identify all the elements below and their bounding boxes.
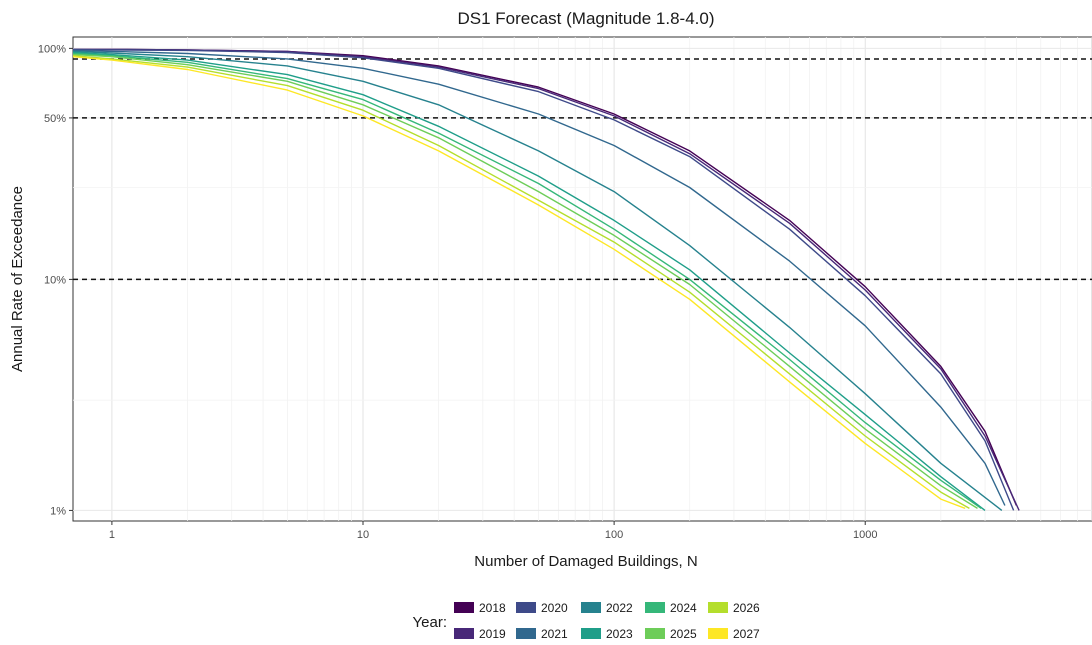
series-line-2027 (72, 56, 966, 510)
series-line-2026 (72, 55, 970, 510)
legend-label-2019: 2019 (479, 627, 506, 641)
legend-title: Year: (413, 614, 447, 631)
legend-label-2021: 2021 (541, 627, 568, 641)
y-tick-label: 50% (44, 113, 66, 125)
series-lines (72, 48, 1020, 511)
legend-label-2022: 2022 (606, 601, 633, 615)
legend-label-2027: 2027 (733, 627, 760, 641)
legend-swatch-2023 (581, 628, 601, 639)
series-line-2025 (72, 53, 978, 509)
series-line-2021 (72, 49, 1006, 506)
legend-swatch-2021 (516, 628, 536, 639)
legend-label-2025: 2025 (670, 627, 697, 641)
legend-label-2020: 2020 (541, 601, 568, 615)
series-line-2024 (72, 52, 982, 509)
legend-swatch-2020 (516, 602, 536, 613)
legend-swatch-2018 (454, 602, 474, 613)
x-axis-title: Number of Damaged Buildings, N (474, 553, 697, 570)
legend-label-2024: 2024 (670, 601, 697, 615)
y-axis-ticks: 1% 10% 50% 100% (38, 43, 73, 517)
legend-swatch-2022 (581, 602, 601, 613)
y-tick-label: 100% (38, 43, 66, 55)
legend-swatch-2019 (454, 628, 474, 639)
chart-title: DS1 Forecast (Magnitude 1.8-4.0) (457, 9, 714, 28)
x-tick-label: 10 (357, 529, 369, 541)
y-tick-label: 1% (50, 505, 66, 517)
series-line-2023 (72, 51, 986, 511)
x-tick-label: 1000 (853, 529, 877, 541)
x-tick-label: 100 (605, 529, 623, 541)
series-line-2020 (72, 48, 1015, 511)
legend-label-2018: 2018 (479, 601, 506, 615)
legend-swatch-2025 (645, 628, 665, 639)
y-axis-title: Annual Rate of Exceedance (9, 186, 26, 372)
legend-label-2026: 2026 (733, 601, 760, 615)
legend-swatch-2027 (708, 628, 728, 639)
x-axis-ticks: 1 10 100 1000 (109, 521, 877, 541)
x-tick-label: 1 (109, 529, 115, 541)
reference-lines (73, 58, 1092, 281)
legend-swatch-2026 (708, 602, 728, 613)
legend: Year: 2018 2019 2020 2021 2022 2023 2024 2025 20… (413, 601, 761, 641)
series-line-2022 (72, 50, 1003, 511)
legend-label-2023: 2023 (606, 627, 633, 641)
y-tick-label: 10% (44, 274, 66, 286)
legend-swatch-2024 (645, 602, 665, 613)
